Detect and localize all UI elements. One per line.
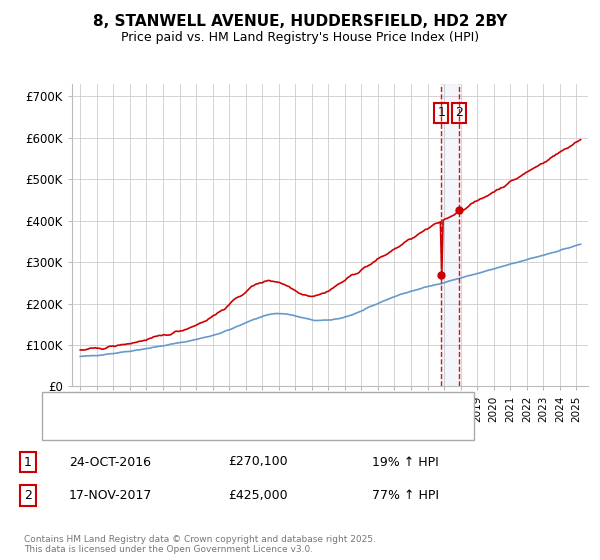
Text: 8, STANWELL AVENUE, HUDDERSFIELD, HD2 2BY (detached house): 8, STANWELL AVENUE, HUDDERSFIELD, HD2 2B… [90,402,463,412]
Text: 1: 1 [437,106,445,119]
Text: Contains HM Land Registry data © Crown copyright and database right 2025.
This d: Contains HM Land Registry data © Crown c… [24,535,376,554]
Text: 17-NOV-2017: 17-NOV-2017 [69,489,152,502]
Text: HPI: Average price, detached house, Kirklees: HPI: Average price, detached house, Kirk… [90,424,341,434]
Text: 2: 2 [455,106,463,119]
Text: 1: 1 [24,455,32,469]
Text: £270,100: £270,100 [228,455,287,469]
Text: Price paid vs. HM Land Registry's House Price Index (HPI): Price paid vs. HM Land Registry's House … [121,31,479,44]
Text: 77% ↑ HPI: 77% ↑ HPI [372,489,439,502]
Text: 19% ↑ HPI: 19% ↑ HPI [372,455,439,469]
Text: 24-OCT-2016: 24-OCT-2016 [69,455,151,469]
Text: £425,000: £425,000 [228,489,287,502]
Text: 8, STANWELL AVENUE, HUDDERSFIELD, HD2 2BY: 8, STANWELL AVENUE, HUDDERSFIELD, HD2 2B… [93,14,507,29]
Text: 2: 2 [24,489,32,502]
Bar [441,84,458,386]
